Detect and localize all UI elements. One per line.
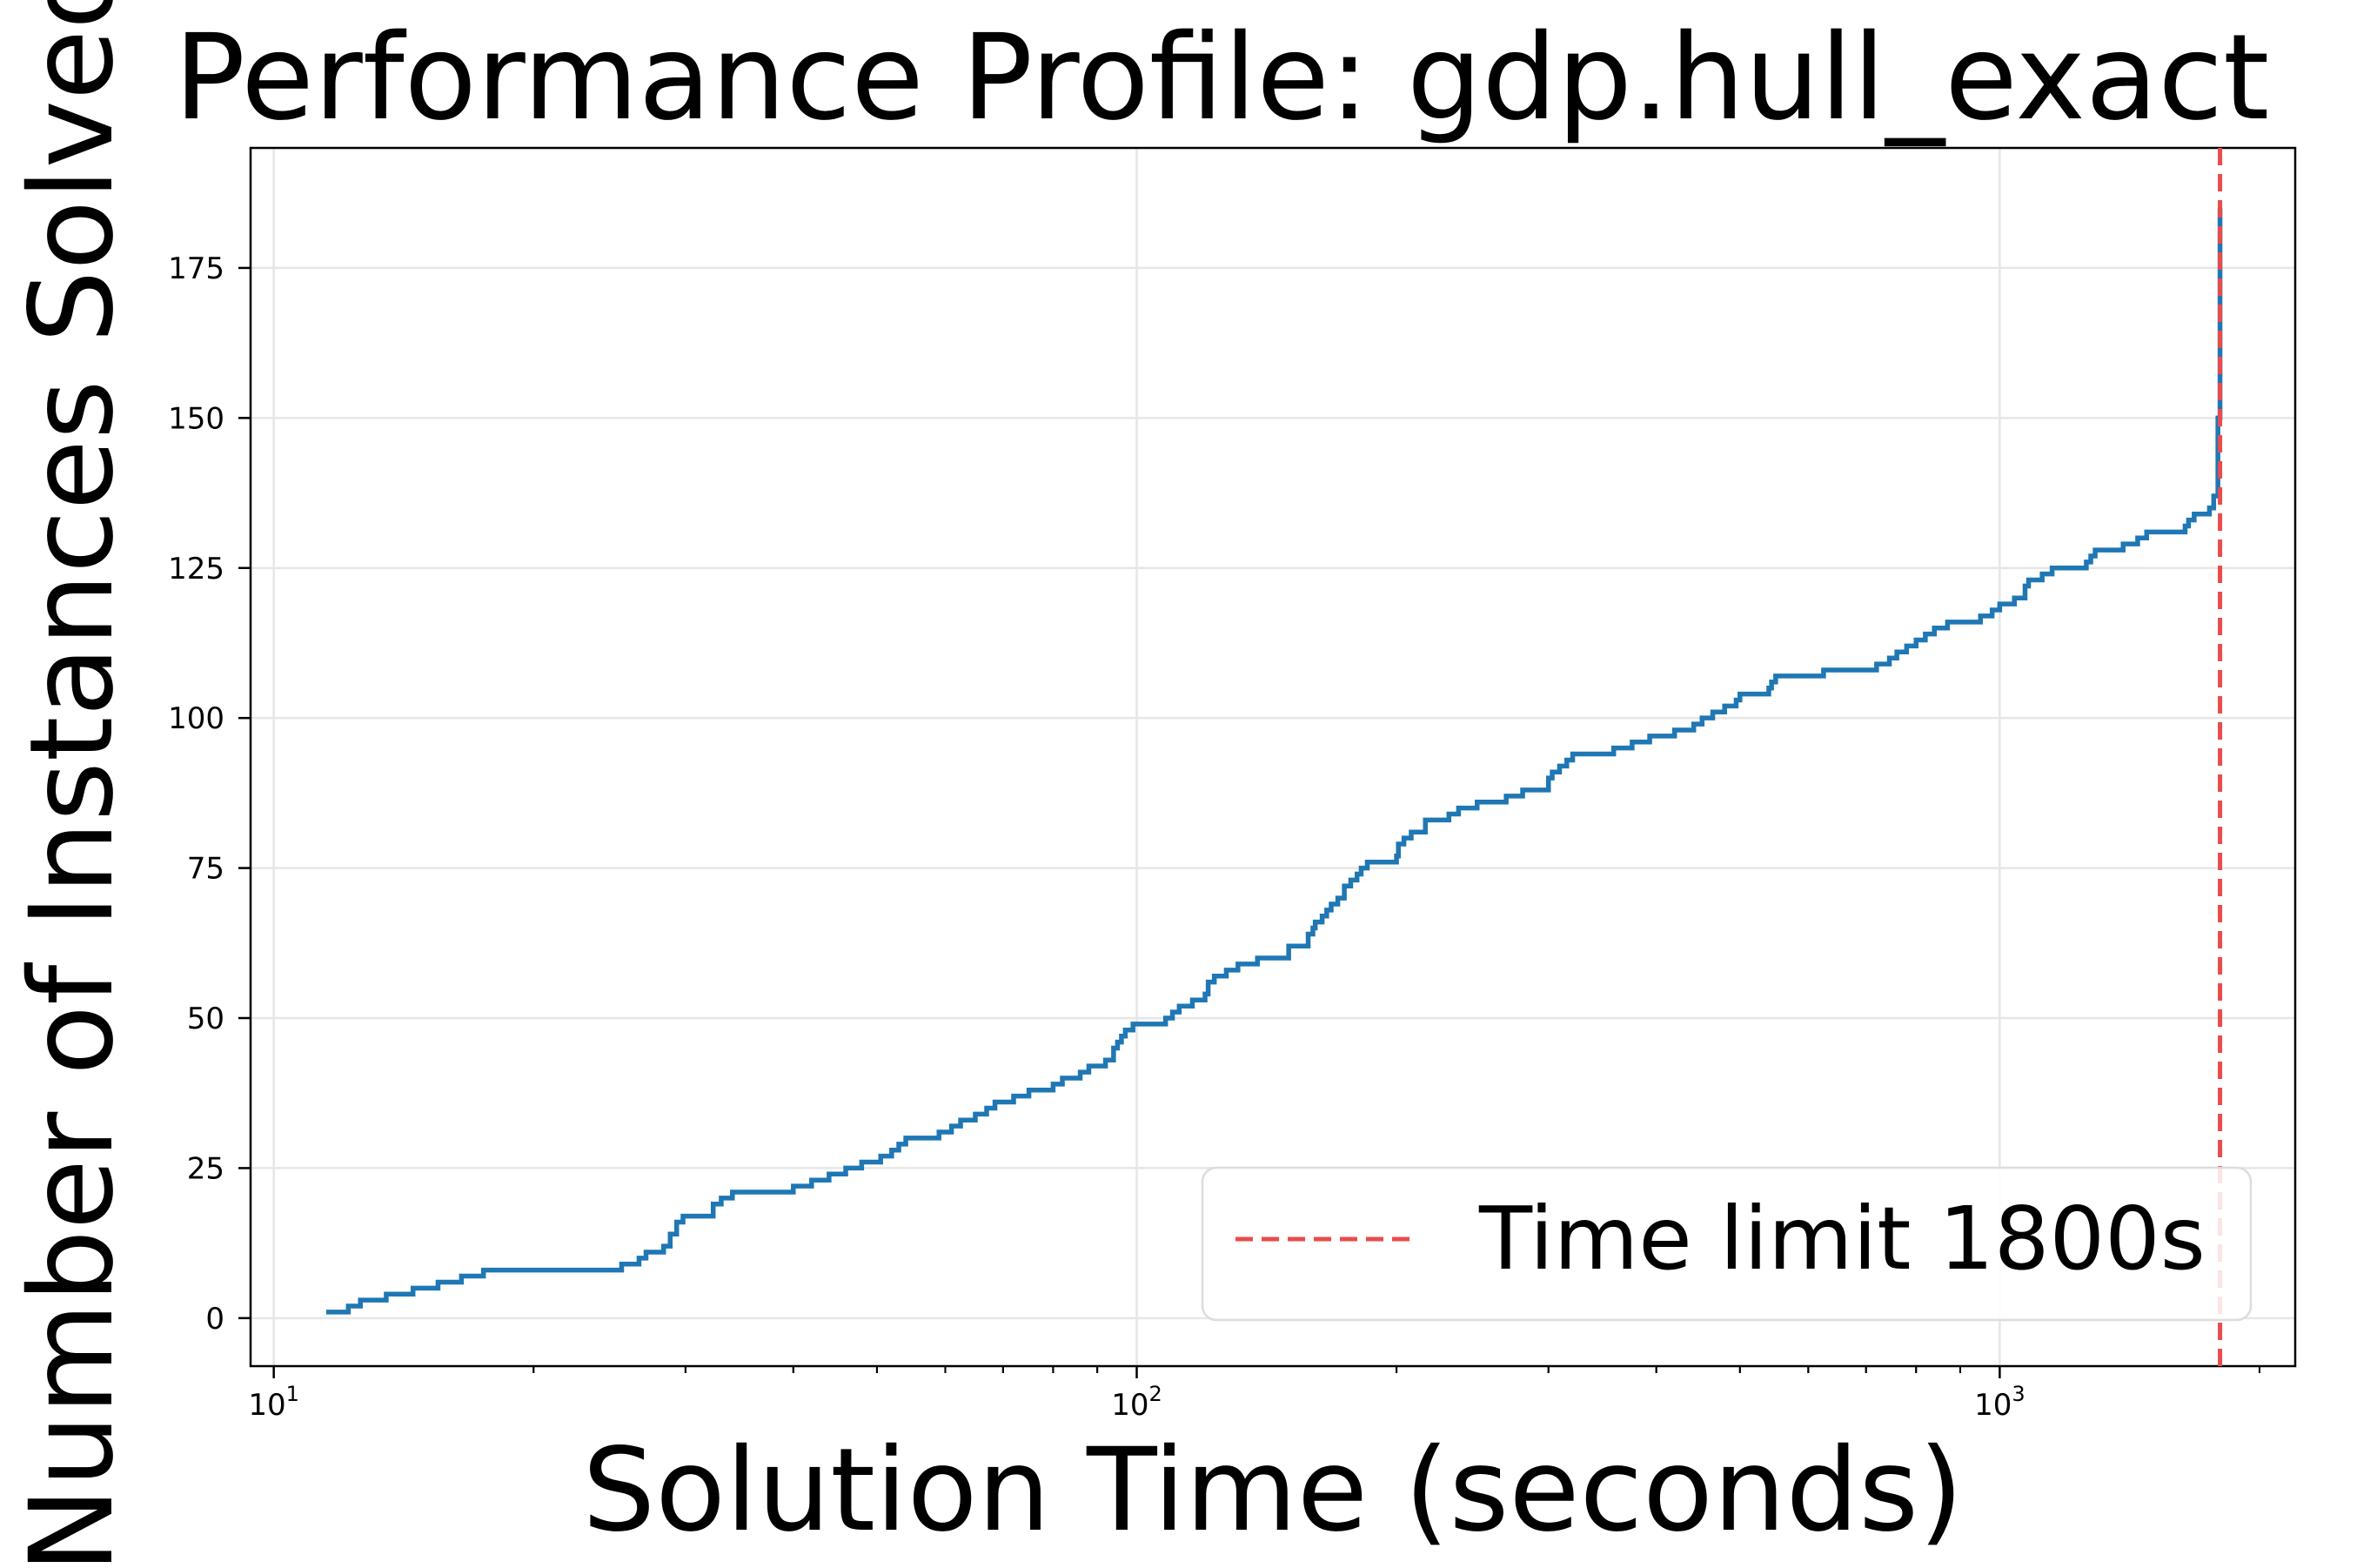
y-tick-label: 175	[168, 251, 224, 286]
x-tick-label: 103	[1974, 1382, 2025, 1423]
axis-ticks: 0 25 50 75 100 125 150 175 101 102 103	[168, 251, 2260, 1423]
x-tick-label: 101	[248, 1382, 299, 1423]
x-axis-label: Solution Time (seconds)	[582, 1424, 1963, 1558]
y-axis-label: Number of Instances Solved	[5, 0, 139, 1568]
plot-area-frame	[249, 146, 2297, 1368]
y-tick-label: 50	[187, 1002, 224, 1036]
legend-box	[1201, 1166, 2253, 1322]
y-tick-label: 0	[205, 1302, 224, 1337]
legend-entry-time-limit: Time limit 1800s	[1478, 1188, 2206, 1290]
series-line-hull-exact	[325, 207, 2223, 1315]
chart-title: Performance Profile: gdp.hull_exact	[174, 10, 2269, 147]
y-tick-label: 125	[168, 552, 224, 586]
y-tick-label: 75	[187, 852, 224, 887]
x-tick-label: 102	[1111, 1382, 1162, 1423]
series-layer	[325, 207, 2223, 1315]
y-tick-label: 100	[168, 701, 224, 736]
legend: Time limit 1800s	[1201, 1166, 2253, 1322]
grid	[251, 148, 2295, 1366]
y-tick-label: 150	[168, 401, 224, 436]
y-tick-label: 25	[187, 1151, 224, 1186]
